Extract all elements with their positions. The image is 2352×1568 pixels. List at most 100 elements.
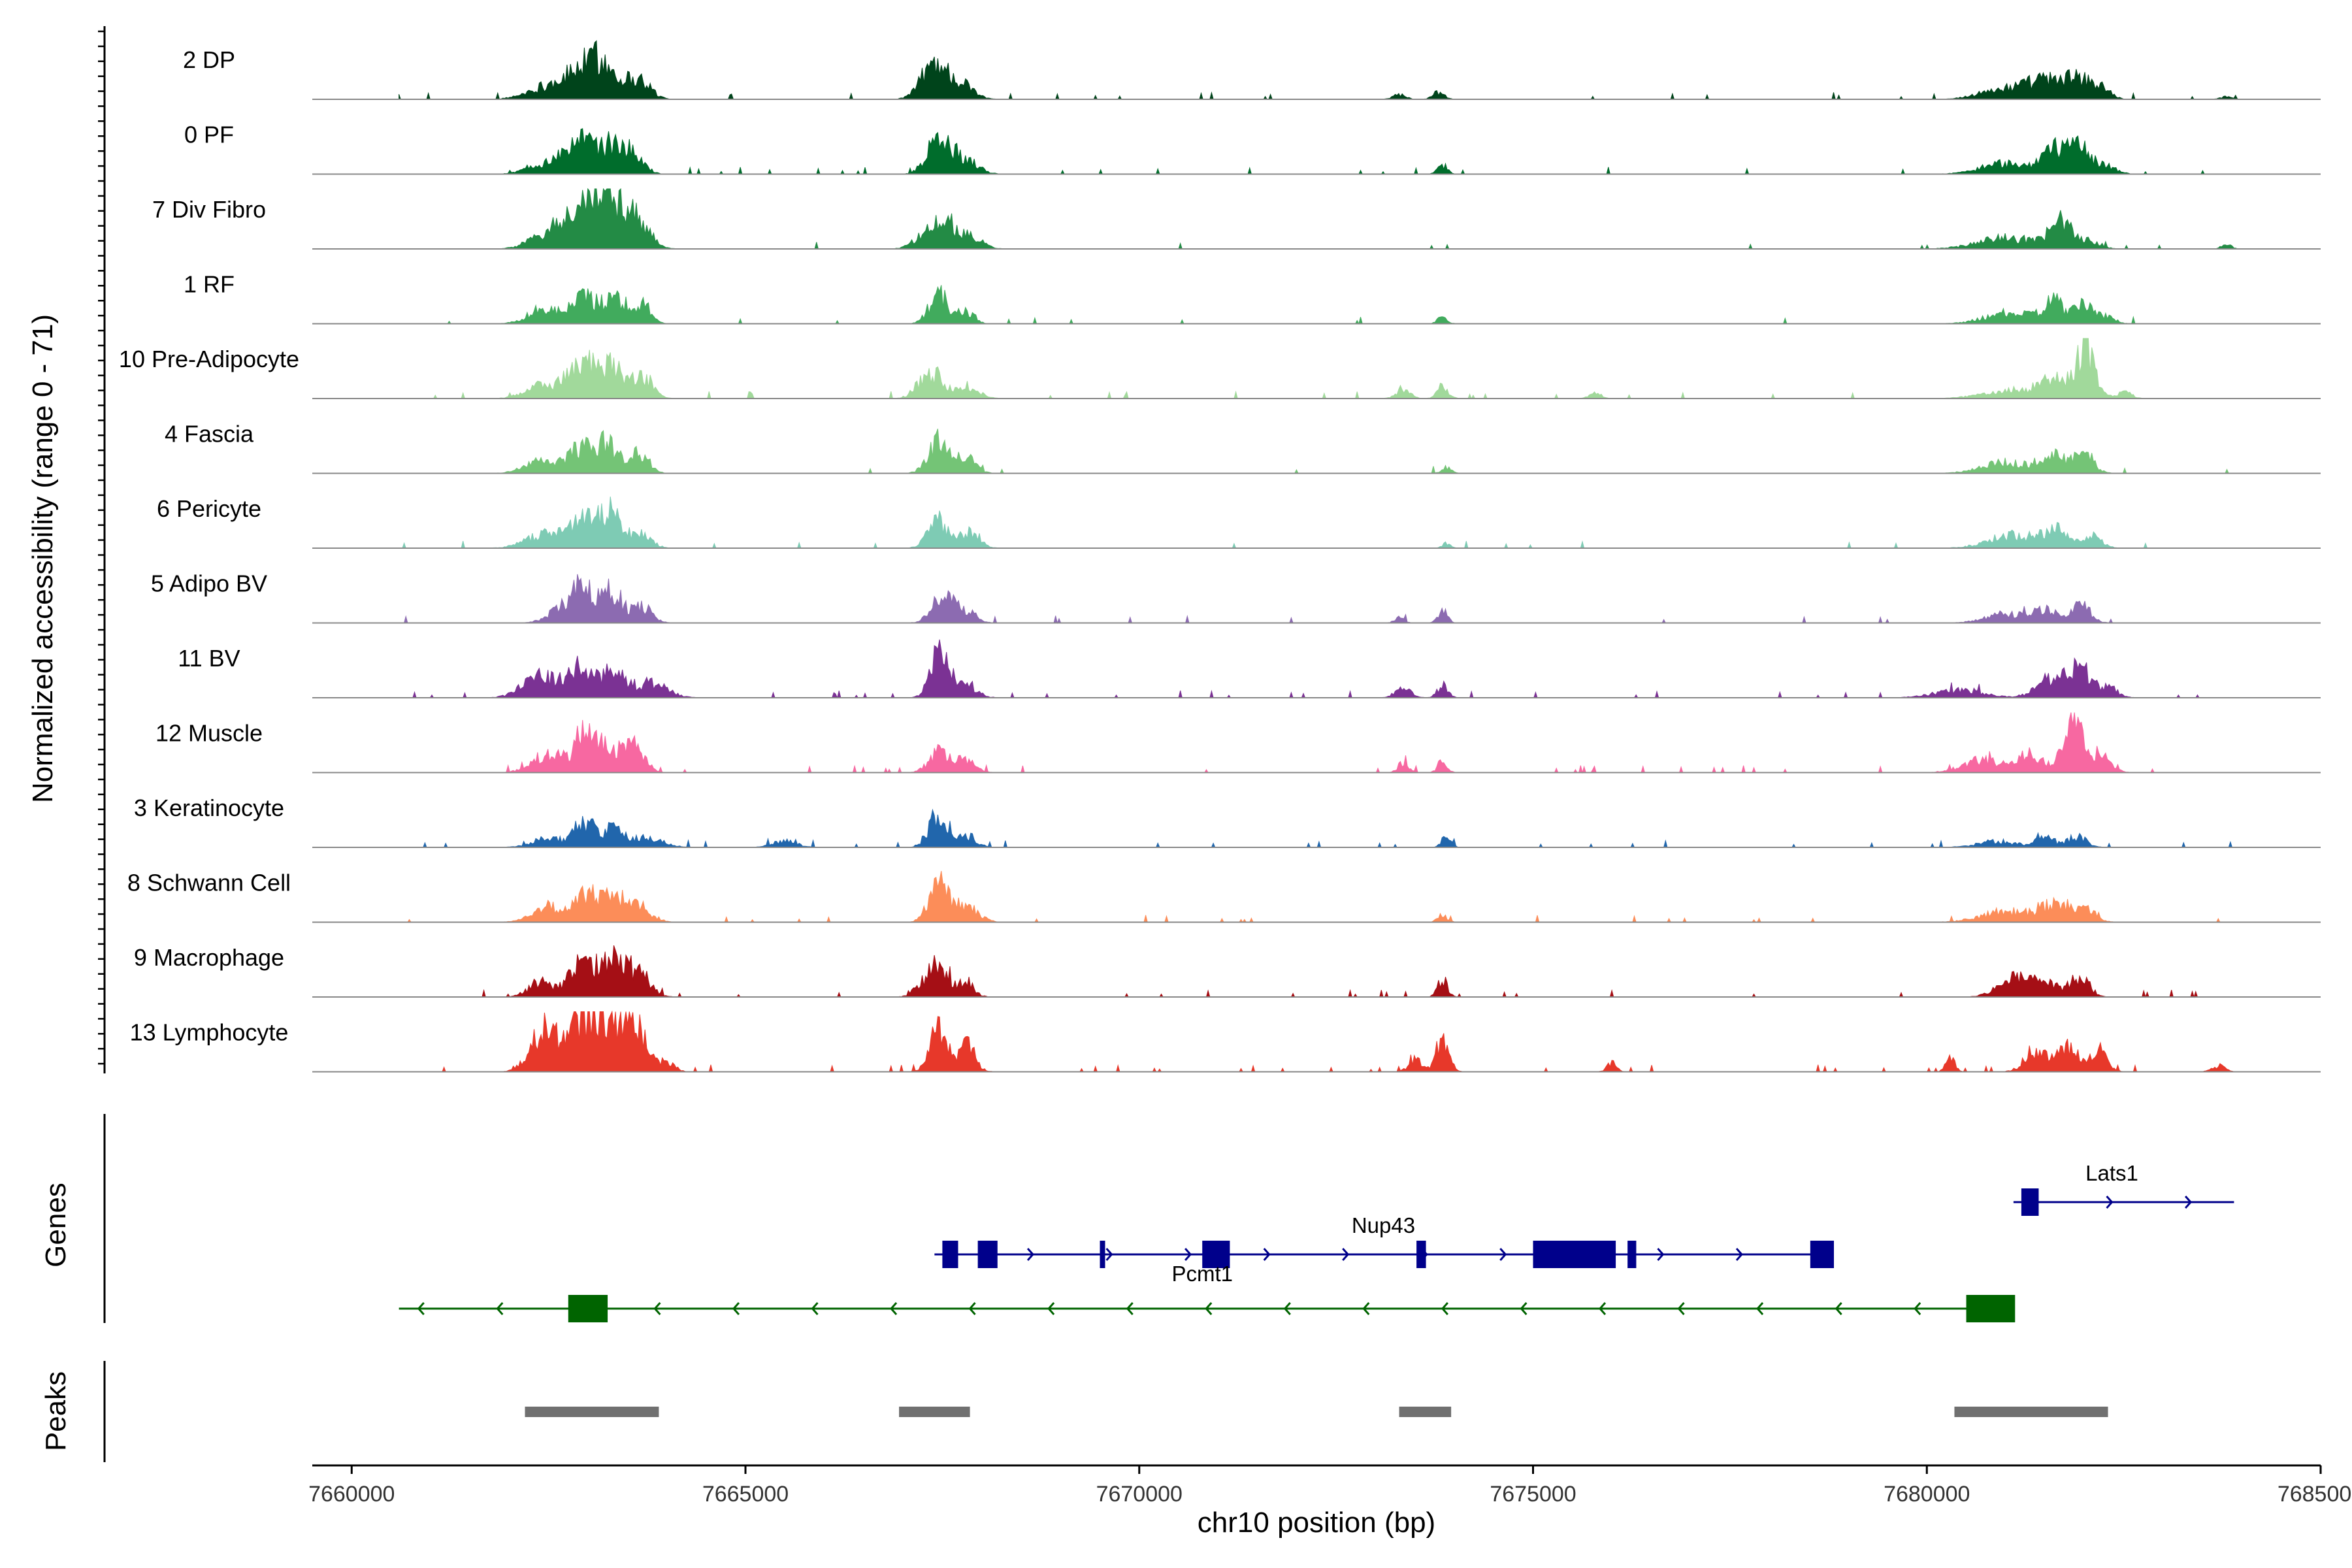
track-label: 4 Fascia <box>165 421 254 448</box>
x-axis-title: chr10 position (bp) <box>1198 1507 1435 1539</box>
strand-arrow <box>1598 1302 1607 1315</box>
strand-arrow <box>1105 1248 1113 1261</box>
coverage-area <box>399 871 2242 923</box>
strand-arrow <box>732 1302 740 1315</box>
exon <box>568 1295 608 1322</box>
strand-arrow <box>1047 1302 1055 1315</box>
strand-arrow <box>1735 1248 1743 1261</box>
coverage-area <box>399 1010 2242 1073</box>
strand-arrow <box>1126 1302 1134 1315</box>
strand-arrow <box>1499 1248 1507 1261</box>
coverage-area <box>399 188 2242 250</box>
coverage-area <box>399 128 2242 174</box>
track-1-rf: 1 RF <box>184 271 2321 325</box>
peak-region <box>525 1407 659 1417</box>
strand-arrow <box>1205 1302 1213 1315</box>
track-2-dp: 2 DP <box>183 40 2321 100</box>
x-tick-label: 7675000 <box>1490 1482 1576 1507</box>
coverage-area <box>399 338 2242 400</box>
coverage-area <box>399 808 2242 848</box>
y-axis <box>98 26 106 1073</box>
exon <box>2021 1188 2039 1216</box>
strand-arrow <box>1835 1302 1842 1315</box>
strand-arrow <box>890 1302 898 1315</box>
strand-arrow <box>1263 1248 1271 1261</box>
gene-label: Nup43 <box>1352 1213 1415 1237</box>
x-axis: 7660000 7665000 7670000 7675000 7680000 76850… <box>308 1464 2352 1507</box>
x-tick-label: 7685000 <box>2278 1482 2352 1507</box>
track-label: 6 Pericyte <box>157 495 261 522</box>
track-label: 9 Macrophage <box>134 944 284 971</box>
exon <box>1202 1241 1230 1268</box>
strand-arrow <box>2184 1196 2193 1209</box>
track-label: 8 Schwann Cell <box>127 870 291 896</box>
track-label: 3 Keratinocyte <box>134 794 284 821</box>
track-label: 10 Pre-Adipocyte <box>119 346 299 372</box>
gene-label: Lats1 <box>2085 1161 2138 1185</box>
gene-lats1: Lats1 <box>2013 1161 2234 1216</box>
coverage-area <box>399 574 2242 625</box>
track-9-macrophage: 9 Macrophage <box>134 944 2321 998</box>
gene-nup43: Nup43 <box>934 1213 1835 1268</box>
strand-arrow <box>1441 1302 1448 1315</box>
track-11-bv: 11 BV <box>178 639 2321 699</box>
peak-region <box>1399 1407 1452 1417</box>
strand-arrow <box>811 1302 819 1315</box>
gene-label: Pcmt1 <box>1171 1262 1233 1286</box>
coverage-area <box>399 712 2242 774</box>
strand-arrow <box>1362 1302 1370 1315</box>
track-8-schwann-cell: 8 Schwann Cell <box>127 870 2321 923</box>
strand-arrow <box>1914 1302 1921 1315</box>
strand-arrow <box>968 1302 976 1315</box>
coverage-area <box>399 285 2242 325</box>
track-label: 11 BV <box>178 645 240 672</box>
exon <box>1810 1241 1835 1268</box>
track-13-lymphocyte: 13 Lymphocyte <box>130 1010 2321 1073</box>
x-tick-label: 7660000 <box>308 1482 395 1507</box>
coverage-tracks: 2 DP 0 PF 7 Div Fibro 1 RF 10 Pre-Adipocyte 4… <box>119 40 2321 1073</box>
strand-arrow <box>1657 1248 1665 1261</box>
track-label: 7 Div Fibro <box>152 196 266 223</box>
strand-arrow <box>1520 1302 1527 1315</box>
track-label: 13 Lymphocyte <box>130 1019 289 1046</box>
track-label: 0 PF <box>184 122 234 148</box>
x-tick-label: 7665000 <box>702 1482 789 1507</box>
exon <box>1627 1241 1637 1268</box>
track-4-fascia: 4 Fascia <box>165 421 2321 474</box>
track-label: 1 RF <box>184 271 235 298</box>
peaks-panel <box>103 1361 2108 1462</box>
y-axis-title-line1: Normalized accessibility (range 0 - 71) <box>27 314 59 803</box>
exon <box>977 1241 998 1268</box>
coverage-area <box>399 945 2242 998</box>
strand-arrow <box>1677 1302 1685 1315</box>
track-10-pre-adipocyte: 10 Pre-Adipocyte <box>119 338 2321 400</box>
strand-arrow <box>2106 1196 2114 1209</box>
exon <box>1416 1241 1426 1268</box>
x-tick-label: 7670000 <box>1096 1482 1183 1507</box>
track-7-div-fibro: 7 Div Fibro <box>152 188 2321 250</box>
track-6-pericyte: 6 Pericyte <box>157 495 2321 549</box>
gene-pcmt1: Pcmt1 <box>399 1262 2016 1322</box>
strand-arrow <box>496 1302 504 1315</box>
track-3-keratinocyte: 3 Keratinocyte <box>134 794 2321 848</box>
strand-arrow <box>1026 1248 1035 1261</box>
genes-panel-title: Genes <box>40 1183 72 1267</box>
coverage-area <box>399 497 2242 549</box>
coverage-area <box>399 40 2242 100</box>
track-0-pf: 0 PF <box>184 122 2321 175</box>
exon <box>1100 1241 1105 1268</box>
exon <box>1966 1295 2016 1322</box>
exon <box>1533 1241 1616 1268</box>
coverage-area <box>399 639 2242 699</box>
track-label: 5 Adipo BV <box>151 570 267 597</box>
peak-region <box>1954 1407 2108 1417</box>
strand-arrow <box>1756 1302 1764 1315</box>
coverage-area <box>399 429 2242 474</box>
genes-panel: Lats1 Nup43 Pcmt1 <box>103 1114 2234 1323</box>
peaks-panel-title: Peaks <box>40 1371 72 1451</box>
track-5-adipo-bv: 5 Adipo BV <box>151 570 2321 625</box>
strand-arrow <box>1342 1248 1350 1261</box>
track-12-muscle: 12 Muscle <box>155 712 2321 774</box>
track-label: 12 Muscle <box>155 720 263 747</box>
